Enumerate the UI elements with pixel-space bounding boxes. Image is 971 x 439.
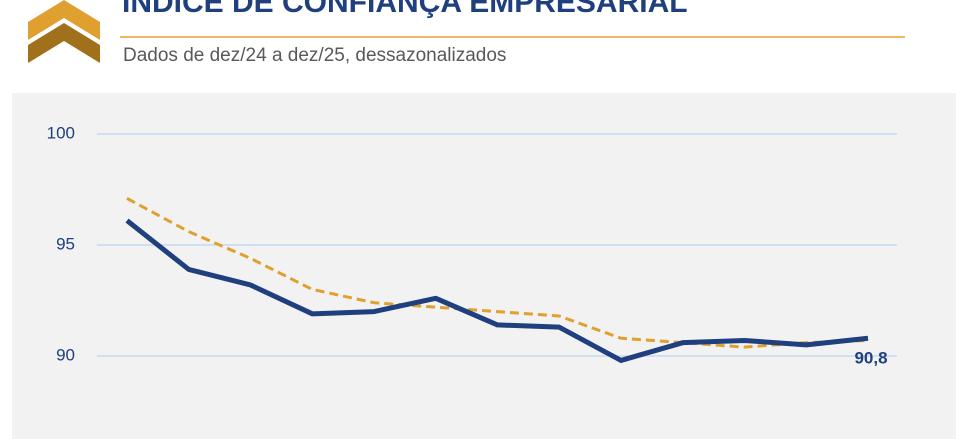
chart-subtitle: Dados de dez/24 a dez/25, dessazonalizad… xyxy=(123,45,506,66)
dashed-line xyxy=(126,197,869,349)
y-tick-label: 90 xyxy=(56,345,75,364)
plot-background xyxy=(12,93,956,439)
logo xyxy=(28,0,100,63)
line xyxy=(125,218,869,363)
y-tick-label: 95 xyxy=(56,234,75,253)
y-tick-label: 100 xyxy=(47,123,75,142)
chart-title: ÍNDICE DE CONFIANÇA EMPRESARIAL xyxy=(122,0,688,19)
data-label: 90,8 xyxy=(854,349,887,368)
